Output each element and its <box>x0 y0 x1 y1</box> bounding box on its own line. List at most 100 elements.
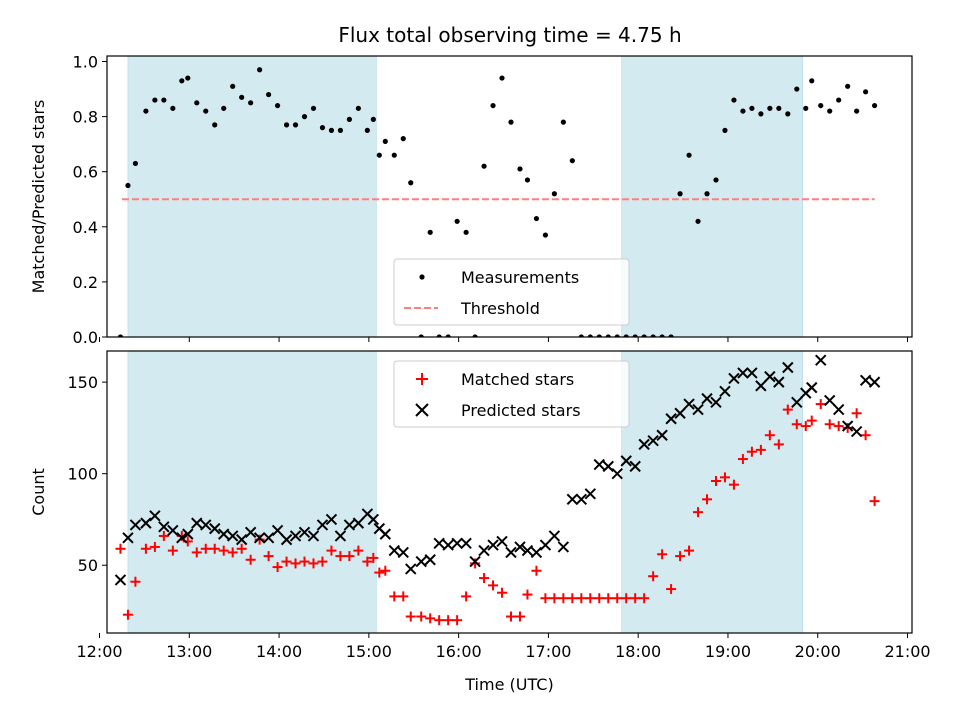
measurement-point <box>803 105 809 111</box>
predicted-star-point <box>191 517 203 529</box>
matched-star-point <box>842 422 853 433</box>
predicted-star-marker-b <box>149 510 161 522</box>
measurement-point <box>713 177 719 183</box>
predicted-star-point <box>692 403 704 416</box>
measurement-point <box>370 116 376 122</box>
predicted-star-point <box>469 555 481 568</box>
predicted-star-point <box>815 354 827 366</box>
predicted-star-marker-b <box>782 361 794 374</box>
matched-star-point <box>405 611 416 622</box>
legend: Matched stars Predicted stars <box>393 360 630 428</box>
predicted-star-marker-b <box>656 429 668 441</box>
predicted-star-point <box>352 517 365 529</box>
measurement-point <box>408 180 414 186</box>
matched-star-point <box>800 421 811 432</box>
matched-star-point <box>281 556 292 567</box>
matched-star-point <box>488 580 499 591</box>
measurement-point <box>827 108 833 114</box>
matched-star-point <box>824 419 835 430</box>
predicted-star-point <box>218 528 230 540</box>
predicted-star-point <box>325 513 338 526</box>
predicted-star-point <box>620 455 632 467</box>
predicted-star-marker-b <box>209 522 221 535</box>
predicted-star-marker-b <box>841 420 854 432</box>
measurement-point <box>632 334 638 337</box>
predicted-star-marker-b <box>191 517 203 529</box>
predicted-star-marker-b <box>665 413 677 425</box>
matched-star-point <box>621 593 632 604</box>
predicted-star-marker-b <box>244 526 257 538</box>
predicted-star-marker-b <box>460 537 472 549</box>
predicted-star-point <box>307 530 320 542</box>
matched-star-point <box>684 545 695 556</box>
matched-star-point <box>728 479 739 490</box>
matched-star-point <box>209 543 220 554</box>
y-tick-label: 0.0 <box>73 328 98 347</box>
matched-star-point <box>380 565 391 576</box>
predicted-star-point <box>182 528 194 540</box>
matched-star-point <box>522 589 533 600</box>
matched-star-point <box>782 404 793 415</box>
measurement-point <box>391 152 397 158</box>
matched-star-point <box>791 419 802 430</box>
predicted-star-marker-b <box>316 519 329 531</box>
measurement-point <box>731 97 737 103</box>
predicted-star-point <box>129 519 142 531</box>
matched-star-point <box>693 507 704 518</box>
predicted-star-point <box>539 539 552 551</box>
predicted-star-marker-b <box>737 367 749 379</box>
predicted-star-point <box>710 396 722 408</box>
matched-star-point <box>344 551 355 562</box>
matched-star-point <box>666 584 677 595</box>
y-tick-label: 1.0 <box>73 53 98 72</box>
measurement-point <box>818 102 824 109</box>
observing-window-2 <box>621 350 804 634</box>
measurement-point <box>257 67 263 73</box>
predicted-star-marker-b <box>114 574 127 586</box>
predicted-star-point <box>859 374 872 387</box>
measurement-point <box>499 75 505 81</box>
measurement-point <box>641 334 647 337</box>
predicted-star-marker-b <box>683 398 695 410</box>
predicted-star-point <box>505 546 517 559</box>
predicted-star-marker-b <box>424 554 436 566</box>
matched-star-point <box>374 567 385 578</box>
measurement-point <box>328 127 335 133</box>
measurement-point <box>809 78 815 84</box>
predicted-star-point <box>280 533 293 546</box>
matched-star-point <box>167 545 178 556</box>
matched-star-point <box>326 545 337 556</box>
matched-star-point <box>585 593 596 604</box>
measurement-point <box>310 105 317 111</box>
matched-star-point <box>254 534 265 545</box>
measurement-point <box>668 334 674 337</box>
predicted-star-marker-b <box>334 530 347 542</box>
legend-predicted-marker <box>415 403 429 417</box>
measurement-point <box>845 83 851 89</box>
measurement-point <box>445 334 451 337</box>
measurement-point <box>239 94 245 100</box>
matched-star-point <box>140 543 151 554</box>
matched-star-point <box>612 593 623 604</box>
measurement-point <box>650 334 656 337</box>
matched-star-point <box>368 552 379 563</box>
measurement-point <box>274 102 281 109</box>
measurement-point <box>283 122 290 128</box>
matched-star-point <box>815 399 826 410</box>
measurement-point <box>740 108 746 114</box>
x-tick-label: 16:00 <box>436 642 482 661</box>
measurement-point <box>749 105 755 111</box>
predicted-star-marker-b <box>469 555 481 568</box>
measurement-point <box>400 136 406 142</box>
matched-star-point <box>200 543 211 554</box>
matched-star-point <box>755 444 766 455</box>
y-tick-label: 0.8 <box>73 108 98 127</box>
predicted-star-marker-b <box>167 524 179 537</box>
measurement-point <box>785 111 791 117</box>
measurement-point <box>794 86 800 92</box>
predicted-star-marker-b <box>806 381 818 394</box>
predicted-star-point <box>271 524 284 537</box>
matched-star-point <box>630 593 641 604</box>
predicted-star-marker-b <box>271 524 284 537</box>
